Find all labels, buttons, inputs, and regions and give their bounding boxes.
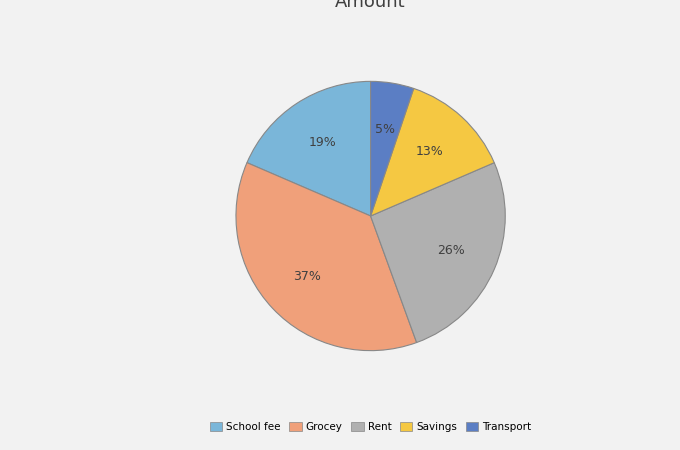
Text: 26%: 26% <box>437 244 465 257</box>
Text: 13%: 13% <box>416 145 444 158</box>
Text: 5%: 5% <box>375 123 395 136</box>
Wedge shape <box>247 81 371 216</box>
Legend: School fee, Grocey, Rent, Savings, Transport: School fee, Grocey, Rent, Savings, Trans… <box>205 418 536 436</box>
Wedge shape <box>236 162 417 351</box>
Wedge shape <box>371 89 494 216</box>
Text: 19%: 19% <box>309 136 337 149</box>
Wedge shape <box>371 162 505 342</box>
Wedge shape <box>371 81 413 216</box>
Title: Amount: Amount <box>335 0 406 11</box>
Text: 37%: 37% <box>293 270 321 283</box>
